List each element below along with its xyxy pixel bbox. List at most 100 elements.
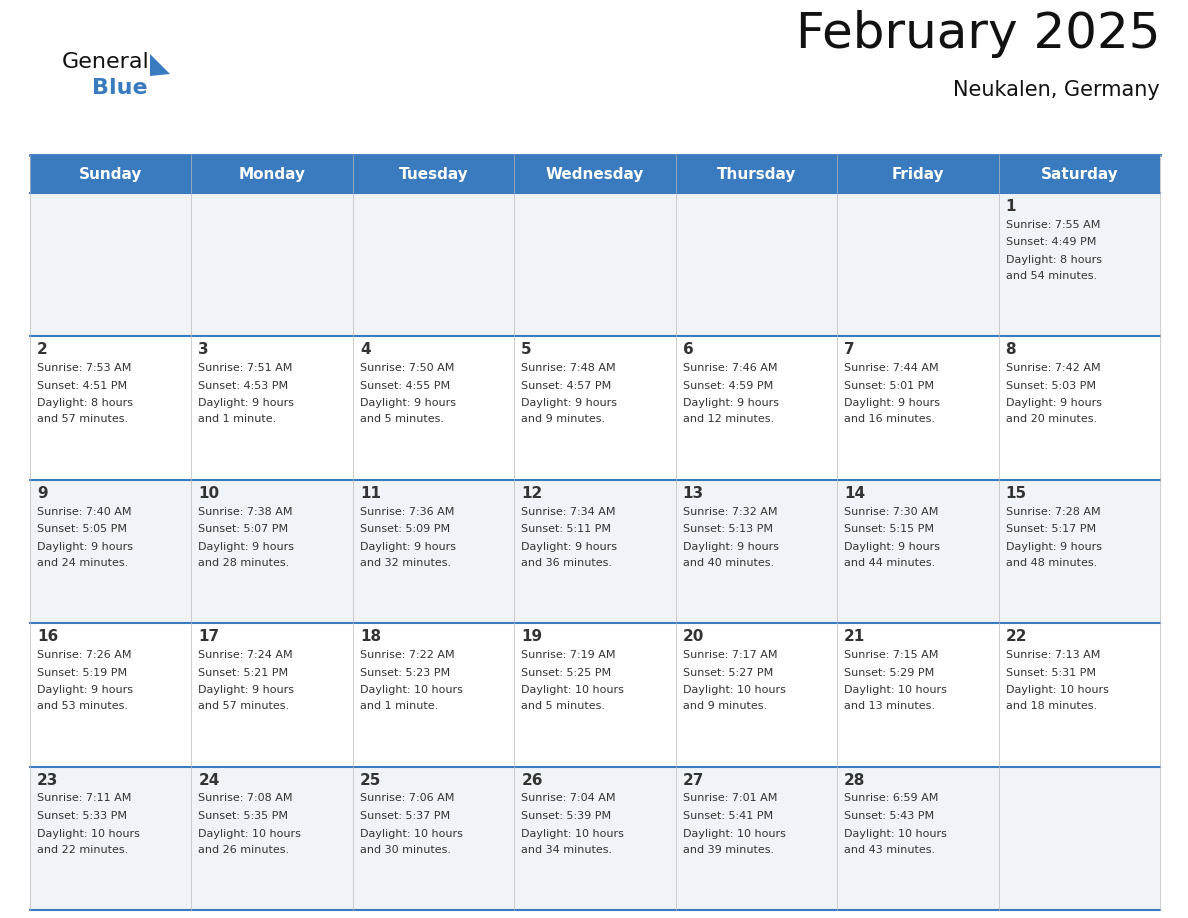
Text: and 34 minutes.: and 34 minutes. — [522, 845, 612, 855]
Bar — [838, 623, 999, 767]
Text: and 5 minutes.: and 5 minutes. — [522, 701, 605, 711]
Text: and 9 minutes.: and 9 minutes. — [683, 701, 766, 711]
Text: Sunset: 5:13 PM: Sunset: 5:13 PM — [683, 524, 772, 534]
Text: 3: 3 — [198, 342, 209, 357]
Text: and 20 minutes.: and 20 minutes. — [1005, 414, 1097, 424]
Text: 9: 9 — [37, 486, 48, 501]
Text: and 1 minute.: and 1 minute. — [198, 414, 277, 424]
Text: 1: 1 — [1005, 199, 1016, 214]
Text: Sunrise: 7:26 AM: Sunrise: 7:26 AM — [37, 650, 132, 660]
Text: 10: 10 — [198, 486, 220, 501]
Text: Daylight: 10 hours: Daylight: 10 hours — [360, 829, 463, 839]
Text: Sunrise: 7:38 AM: Sunrise: 7:38 AM — [198, 507, 293, 517]
Text: 24: 24 — [198, 773, 220, 788]
Text: Sunset: 5:35 PM: Sunset: 5:35 PM — [198, 811, 289, 821]
Text: and 22 minutes.: and 22 minutes. — [37, 845, 128, 855]
Text: Saturday: Saturday — [1041, 166, 1118, 182]
Text: Sunrise: 7:34 AM: Sunrise: 7:34 AM — [522, 507, 615, 517]
Bar — [838, 193, 999, 336]
Text: Wednesday: Wednesday — [545, 166, 644, 182]
Text: Daylight: 8 hours: Daylight: 8 hours — [1005, 255, 1101, 265]
Text: Blue: Blue — [91, 78, 147, 98]
Text: Sunrise: 7:24 AM: Sunrise: 7:24 AM — [198, 650, 293, 660]
Text: 16: 16 — [37, 629, 58, 644]
Bar — [191, 623, 353, 767]
Text: Daylight: 10 hours: Daylight: 10 hours — [1005, 685, 1108, 695]
Text: and 18 minutes.: and 18 minutes. — [1005, 701, 1097, 711]
Text: General: General — [62, 52, 150, 72]
Text: Sunset: 5:11 PM: Sunset: 5:11 PM — [522, 524, 612, 534]
Text: 26: 26 — [522, 773, 543, 788]
Text: Sunset: 4:57 PM: Sunset: 4:57 PM — [522, 381, 612, 391]
Text: and 30 minutes.: and 30 minutes. — [360, 845, 451, 855]
Text: Sunset: 5:27 PM: Sunset: 5:27 PM — [683, 667, 773, 677]
Text: 23: 23 — [37, 773, 58, 788]
Text: Sunset: 5:07 PM: Sunset: 5:07 PM — [198, 524, 289, 534]
Text: 4: 4 — [360, 342, 371, 357]
Text: 11: 11 — [360, 486, 381, 501]
Text: Sunrise: 7:28 AM: Sunrise: 7:28 AM — [1005, 507, 1100, 517]
Text: 27: 27 — [683, 773, 704, 788]
Text: Sunset: 5:15 PM: Sunset: 5:15 PM — [845, 524, 934, 534]
Text: Daylight: 9 hours: Daylight: 9 hours — [522, 542, 618, 552]
Text: Sunrise: 7:32 AM: Sunrise: 7:32 AM — [683, 507, 777, 517]
Text: Sunset: 5:41 PM: Sunset: 5:41 PM — [683, 811, 773, 821]
Text: Sunset: 5:21 PM: Sunset: 5:21 PM — [198, 667, 289, 677]
Text: Daylight: 9 hours: Daylight: 9 hours — [37, 685, 133, 695]
Text: Sunrise: 7:01 AM: Sunrise: 7:01 AM — [683, 793, 777, 803]
Text: Daylight: 10 hours: Daylight: 10 hours — [522, 685, 624, 695]
Text: 21: 21 — [845, 629, 865, 644]
Text: Sunrise: 7:42 AM: Sunrise: 7:42 AM — [1005, 364, 1100, 374]
Text: Sunset: 5:29 PM: Sunset: 5:29 PM — [845, 667, 935, 677]
Bar — [353, 193, 514, 336]
Bar — [30, 767, 191, 910]
Bar — [999, 193, 1159, 336]
Text: Daylight: 8 hours: Daylight: 8 hours — [37, 398, 133, 409]
Bar — [514, 336, 676, 480]
Bar — [838, 767, 999, 910]
Bar — [999, 623, 1159, 767]
Text: Daylight: 10 hours: Daylight: 10 hours — [37, 829, 140, 839]
Bar — [353, 623, 514, 767]
Text: Sunrise: 7:40 AM: Sunrise: 7:40 AM — [37, 507, 132, 517]
Text: 14: 14 — [845, 486, 865, 501]
Text: Daylight: 10 hours: Daylight: 10 hours — [683, 829, 785, 839]
Text: Sunrise: 7:15 AM: Sunrise: 7:15 AM — [845, 650, 939, 660]
Bar — [514, 767, 676, 910]
Bar — [676, 480, 838, 623]
Text: Sunrise: 7:06 AM: Sunrise: 7:06 AM — [360, 793, 454, 803]
Text: and 24 minutes.: and 24 minutes. — [37, 558, 128, 568]
Text: Sunrise: 7:17 AM: Sunrise: 7:17 AM — [683, 650, 777, 660]
Text: Sunrise: 7:08 AM: Sunrise: 7:08 AM — [198, 793, 293, 803]
Text: Sunset: 5:17 PM: Sunset: 5:17 PM — [1005, 524, 1095, 534]
Text: Sunrise: 6:59 AM: Sunrise: 6:59 AM — [845, 793, 939, 803]
Text: 20: 20 — [683, 629, 704, 644]
Text: Daylight: 9 hours: Daylight: 9 hours — [1005, 398, 1101, 409]
Text: and 9 minutes.: and 9 minutes. — [522, 414, 606, 424]
Text: Daylight: 10 hours: Daylight: 10 hours — [522, 829, 624, 839]
Text: 7: 7 — [845, 342, 855, 357]
Bar — [353, 767, 514, 910]
Bar — [676, 193, 838, 336]
Text: 18: 18 — [360, 629, 381, 644]
Text: Daylight: 9 hours: Daylight: 9 hours — [845, 398, 940, 409]
Bar — [30, 193, 191, 336]
Bar — [30, 480, 191, 623]
Text: and 12 minutes.: and 12 minutes. — [683, 414, 773, 424]
Text: Sunset: 4:59 PM: Sunset: 4:59 PM — [683, 381, 773, 391]
Text: Daylight: 9 hours: Daylight: 9 hours — [683, 398, 778, 409]
Bar — [999, 480, 1159, 623]
Text: Daylight: 9 hours: Daylight: 9 hours — [683, 542, 778, 552]
Text: and 48 minutes.: and 48 minutes. — [1005, 558, 1097, 568]
Text: and 39 minutes.: and 39 minutes. — [683, 845, 773, 855]
Text: and 44 minutes.: and 44 minutes. — [845, 558, 935, 568]
Text: and 36 minutes.: and 36 minutes. — [522, 558, 612, 568]
Bar — [191, 767, 353, 910]
Text: Daylight: 10 hours: Daylight: 10 hours — [845, 685, 947, 695]
Text: Sunset: 5:25 PM: Sunset: 5:25 PM — [522, 667, 612, 677]
Text: Sunset: 5:33 PM: Sunset: 5:33 PM — [37, 811, 127, 821]
Text: and 43 minutes.: and 43 minutes. — [845, 845, 935, 855]
Text: Sunrise: 7:44 AM: Sunrise: 7:44 AM — [845, 364, 939, 374]
Text: Daylight: 9 hours: Daylight: 9 hours — [198, 685, 295, 695]
Text: 25: 25 — [360, 773, 381, 788]
